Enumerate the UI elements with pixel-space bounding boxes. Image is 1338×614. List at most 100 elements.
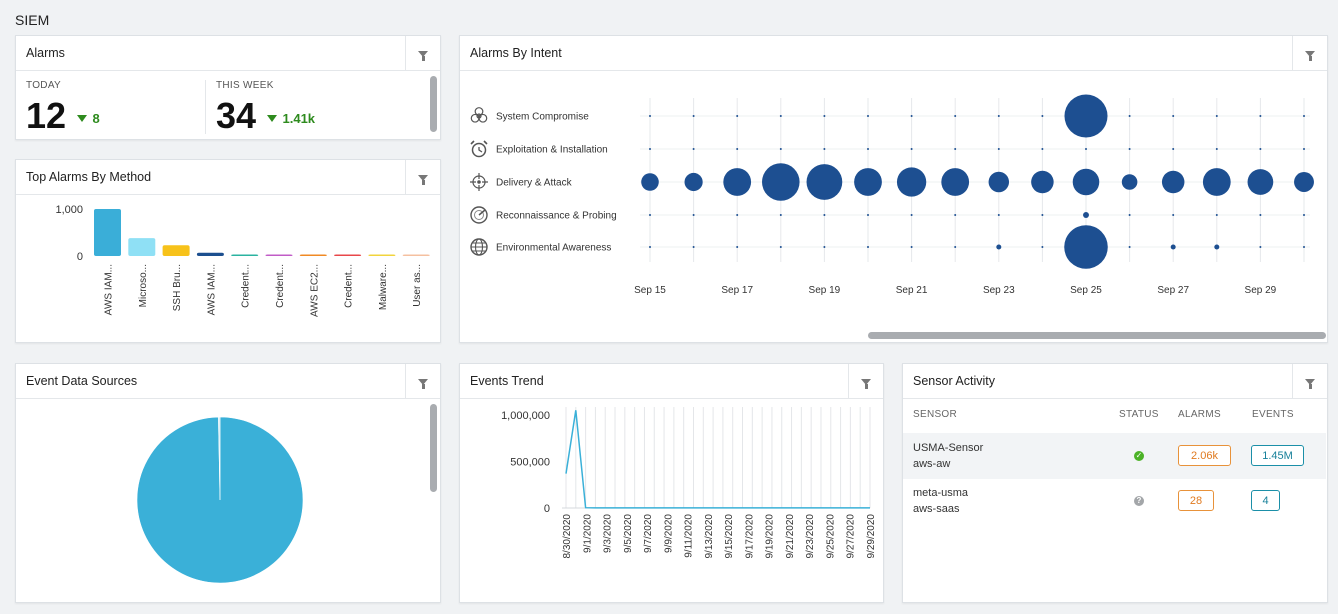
event-sources-title: Event Data Sources xyxy=(26,374,138,388)
empty-point xyxy=(1172,214,1175,216)
intent-chart: System Compromise Exploitation & Installa… xyxy=(470,94,1314,296)
x-tick-label: 9/15/2020 xyxy=(724,514,735,559)
down-arrow-icon xyxy=(266,115,277,122)
sensor-name-primary: meta-usma xyxy=(913,487,969,499)
empty-point xyxy=(649,246,651,248)
filter-icon xyxy=(861,378,871,389)
empty-point xyxy=(1303,148,1305,150)
empty-point xyxy=(867,115,869,117)
col-header-alarms[interactable]: ALARMS xyxy=(1178,409,1221,420)
empty-point xyxy=(867,214,869,216)
x-tick-label: Sep 27 xyxy=(1157,285,1189,296)
intent-scrollbar[interactable] xyxy=(868,332,1326,339)
alarms-filter-button[interactable] xyxy=(405,36,440,71)
empty-point xyxy=(867,148,869,150)
filter-icon xyxy=(1305,378,1315,389)
x-tick-label: 9/27/2020 xyxy=(846,514,857,559)
event-sources-scrollbar[interactable] xyxy=(430,404,437,492)
empty-point xyxy=(910,246,913,248)
events-count-pill[interactable]: 4 xyxy=(1251,490,1280,511)
empty-point xyxy=(692,148,695,150)
sensor-header: Sensor Activity xyxy=(903,364,1327,399)
x-tick-label: Sep 25 xyxy=(1070,285,1102,296)
x-tick-label: 9/17/2020 xyxy=(744,514,755,559)
x-tick-label: AWS IAM... xyxy=(206,264,217,315)
empty-point xyxy=(1041,246,1044,248)
bar xyxy=(265,254,293,256)
sensor-filter-button[interactable] xyxy=(1292,364,1327,399)
x-tick-label: Sep 29 xyxy=(1245,285,1277,296)
empty-point xyxy=(736,148,739,150)
empty-point xyxy=(1041,115,1044,117)
bubble xyxy=(941,168,970,196)
filter-icon xyxy=(418,378,428,389)
alarms-count-pill[interactable]: 2.06k xyxy=(1178,445,1231,466)
events-trend-filter-button[interactable] xyxy=(848,364,883,399)
bubble xyxy=(1121,174,1138,190)
top-alarms-filter-button[interactable] xyxy=(405,160,440,195)
table-row[interactable]: meta-usma aws-saas ? 28 4 xyxy=(903,478,1326,524)
bar xyxy=(196,252,224,256)
x-tick-label: AWS EC2... xyxy=(309,264,320,317)
empty-point xyxy=(954,214,957,216)
sensor-title: Sensor Activity xyxy=(913,374,995,388)
empty-point xyxy=(779,246,782,248)
col-header-events[interactable]: EVENTS xyxy=(1252,409,1294,420)
event-sources-card: Event Data Sources xyxy=(15,363,441,603)
alarms-today: TODAY 12 8 xyxy=(26,80,100,137)
bubble xyxy=(1161,170,1185,194)
empty-point xyxy=(823,115,826,117)
filter-icon xyxy=(418,50,428,61)
sensor-name: USMA-Sensor aws-aw xyxy=(913,440,983,472)
bubble xyxy=(1064,94,1108,138)
bubble xyxy=(723,168,752,196)
empty-point xyxy=(649,148,651,150)
divider xyxy=(205,80,206,134)
intent-title: Alarms By Intent xyxy=(470,46,562,60)
alarms-scrollbar[interactable] xyxy=(430,76,437,132)
col-header-sensor[interactable]: SENSOR xyxy=(913,409,958,420)
empty-point xyxy=(823,246,826,248)
empty-point xyxy=(649,214,651,216)
alarms-count-pill[interactable]: 28 xyxy=(1178,490,1214,511)
top-alarms-header: Top Alarms By Method xyxy=(16,160,440,195)
empty-point xyxy=(1259,115,1262,117)
empty-point xyxy=(736,246,739,248)
empty-point xyxy=(1172,115,1175,117)
x-tick-label: Credent... xyxy=(344,264,355,308)
empty-point xyxy=(823,214,826,216)
bubble xyxy=(996,244,1002,250)
alarms-card-title: Alarms xyxy=(26,46,65,60)
x-tick-label: 9/3/2020 xyxy=(603,514,614,553)
empty-point xyxy=(1085,148,1087,150)
empty-point xyxy=(910,115,913,117)
bubble xyxy=(1202,168,1231,196)
alarms-week-label: THIS WEEK xyxy=(216,80,274,91)
events-count-pill[interactable]: 1.45M xyxy=(1251,445,1304,466)
empty-point xyxy=(692,115,695,117)
empty-point xyxy=(1172,148,1175,150)
empty-point xyxy=(1303,115,1305,117)
x-tick-label: 9/5/2020 xyxy=(623,514,634,553)
y-tick-label: 1,000 xyxy=(55,204,83,216)
empty-point xyxy=(692,214,695,216)
trend-line xyxy=(565,410,870,509)
empty-point xyxy=(910,148,913,150)
empty-point xyxy=(997,148,1000,150)
col-header-status[interactable]: STATUS xyxy=(1119,409,1159,420)
bubble xyxy=(1083,212,1089,218)
bar xyxy=(368,254,396,256)
top-alarms-chart: 1,000 0 AWS IAM... Microso... SSH Bru... AWS … xyxy=(55,204,430,317)
y-tick-label: 1,000,000 xyxy=(501,410,550,422)
x-tick-label: 9/7/2020 xyxy=(643,514,654,553)
event-sources-filter-button[interactable] xyxy=(405,364,440,399)
intent-filter-button[interactable] xyxy=(1292,36,1327,71)
down-arrow-icon xyxy=(76,115,87,122)
empty-point xyxy=(1128,148,1131,150)
events-trend-header: Events Trend xyxy=(460,364,883,399)
bar xyxy=(299,254,327,256)
empty-point xyxy=(1303,246,1305,248)
table-row[interactable]: USMA-Sensor aws-aw ✓ 2.06k 1.45M xyxy=(903,433,1326,479)
x-tick-label: 9/19/2020 xyxy=(765,514,776,559)
intent-header: Alarms By Intent xyxy=(460,36,1327,71)
